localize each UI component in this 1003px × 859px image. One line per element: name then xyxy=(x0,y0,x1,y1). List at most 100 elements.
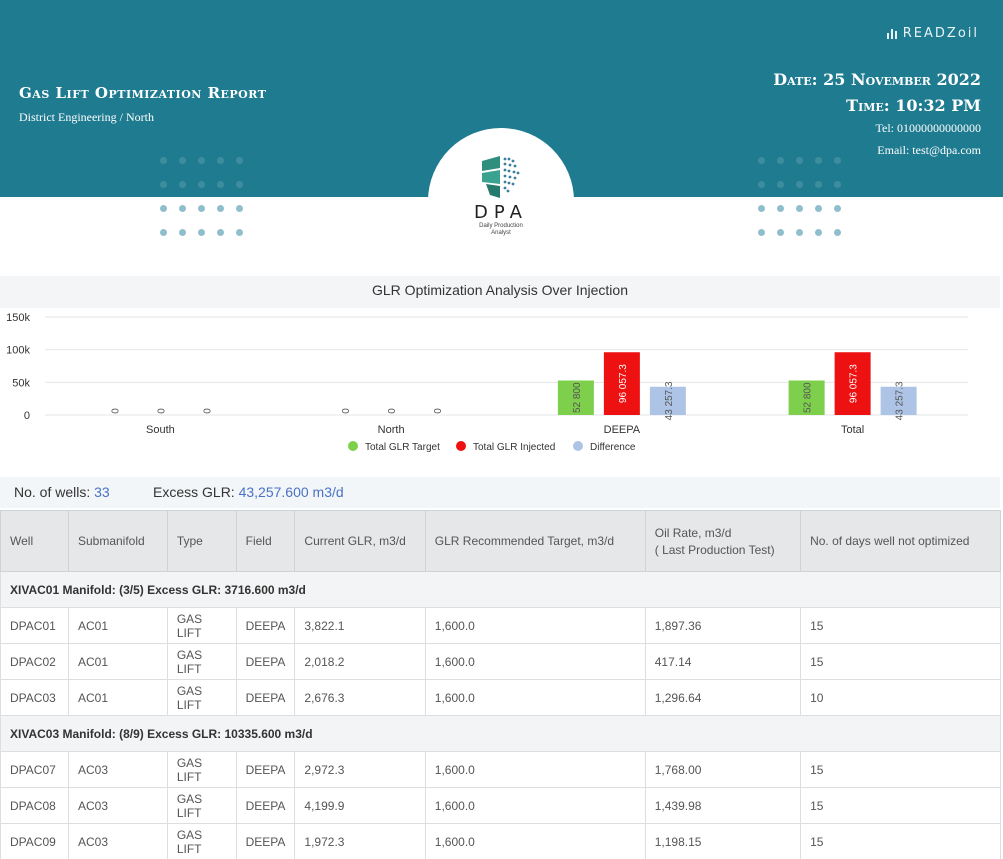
bar-data-label: 96 057.3 xyxy=(618,364,629,403)
bar-data-label: 96 057.3 xyxy=(849,364,860,403)
legend-marker xyxy=(456,441,466,451)
bar-data-label: 0 xyxy=(341,408,352,414)
cell-submanifold: AC01 xyxy=(67,643,168,680)
cell-type: GAS LIFT xyxy=(166,787,237,824)
table-row: DPAC09 AC03 GAS LIFT DEEPA 1,972.3 1,600… xyxy=(0,823,1001,859)
bar xyxy=(603,352,640,415)
cell-current-glr: 2,018.2 xyxy=(294,643,426,680)
cell-oil-rate: 1,198.15 xyxy=(644,823,802,859)
table-row: DPAC03 AC01 GAS LIFT DEEPA 2,676.3 1,600… xyxy=(0,679,1001,716)
col-oil-rate-line1: Oil Rate, m3/d xyxy=(654,525,732,540)
cell-type: GAS LIFT xyxy=(166,751,237,788)
summary-bar: No. of wells: 33 Excess GLR: 43,257.600 … xyxy=(0,477,1000,508)
col-well: Well xyxy=(0,510,69,572)
cell-submanifold: AC01 xyxy=(67,607,168,644)
cell-current-glr: 2,972.3 xyxy=(294,751,426,788)
cell-submanifold: AC03 xyxy=(67,823,168,859)
brand-logo: READZoil xyxy=(886,26,979,41)
col-oil-rate-line2: ( Last Production Test) xyxy=(654,542,775,557)
bar xyxy=(788,380,825,415)
bar-data-label: 0 xyxy=(202,408,213,414)
table-row: DPAC07 AC03 GAS LIFT DEEPA 2,972.3 1,600… xyxy=(0,751,1001,788)
x-tick-label: Total xyxy=(841,424,864,436)
col-submanifold: Submanifold xyxy=(67,510,168,572)
table-row: DPAC01 AC01 GAS LIFT DEEPA 3,822.1 1,600… xyxy=(0,607,1001,644)
cell-oil-rate: 1,897.36 xyxy=(644,607,802,644)
cell-well: DPAC01 xyxy=(0,607,69,644)
brand-name: READZoil xyxy=(902,26,979,41)
bar xyxy=(880,386,917,415)
cell-oil-rate: 1,296.64 xyxy=(644,679,802,716)
cell-well: DPAC09 xyxy=(0,823,69,859)
glr-bar-chart: 0 50k 100k 150k 0 0 0 South 0 0 0 North 52 800 96 057… xyxy=(6,312,968,453)
x-tick-label: North xyxy=(378,424,405,436)
cell-field: DEEPA xyxy=(235,607,296,644)
cell-field: DEEPA xyxy=(235,823,296,859)
wells-count-value: 33 xyxy=(94,484,110,500)
bar-data-label: 52 800 xyxy=(803,382,814,413)
excess-glr-value: 43,257.600 m3/d xyxy=(238,484,344,500)
cell-current-glr: 4,199.9 xyxy=(294,787,426,824)
cell-well: DPAC02 xyxy=(0,643,69,680)
report-time: Time: 10:32 PM xyxy=(846,96,981,115)
table-row: DPAC08 AC03 GAS LIFT DEEPA 4,199.9 1,600… xyxy=(0,787,1001,824)
y-tick-label: 0 xyxy=(24,410,30,422)
cell-type: GAS LIFT xyxy=(166,643,237,680)
excess-glr-label: Excess GLR: xyxy=(153,484,235,500)
manifold-group-title: XIVAC03 Manifold: (8/9) Excess GLR: 1033… xyxy=(0,715,1001,752)
cell-days: 15 xyxy=(800,643,1001,680)
cell-current-glr: 3,822.1 xyxy=(294,607,426,644)
legend-label: Total GLR Target xyxy=(365,442,440,453)
cell-well: DPAC07 xyxy=(0,751,69,788)
cell-days: 10 xyxy=(800,679,1001,716)
legend-marker xyxy=(573,441,583,451)
cell-glr-target: 1,600.0 xyxy=(424,787,646,824)
col-oil-rate: Oil Rate, m3/d ( Last Production Test) xyxy=(644,510,802,572)
y-tick-label: 100k xyxy=(6,345,30,357)
bar-data-label: 0 xyxy=(433,408,444,414)
bar-data-label: 52 800 xyxy=(572,382,583,413)
decorative-dots-right xyxy=(758,157,842,236)
cell-days: 15 xyxy=(800,751,1001,788)
bar xyxy=(649,386,686,415)
cell-type: GAS LIFT xyxy=(166,823,237,859)
logo-tagline: Daily Production Analyst xyxy=(455,223,547,237)
cell-glr-target: 1,600.0 xyxy=(424,823,646,859)
logo-name: DPA xyxy=(474,202,528,223)
cell-glr-target: 1,600.0 xyxy=(424,607,646,644)
decorative-dots-left xyxy=(160,157,244,236)
cell-oil-rate: 417.14 xyxy=(644,643,802,680)
excess-glr: Excess GLR: 43,257.600 m3/d xyxy=(153,484,344,500)
logo-tagline-line1: Daily Production xyxy=(479,223,523,229)
cell-glr-target: 1,600.0 xyxy=(424,679,646,716)
y-tick-label: 150k xyxy=(6,312,30,324)
legend-label: Difference xyxy=(590,442,636,453)
cell-submanifold: AC03 xyxy=(67,751,168,788)
contact-tel: Tel: 01000000000000 xyxy=(875,121,982,135)
cell-type: GAS LIFT xyxy=(166,607,237,644)
cell-oil-rate: 1,439.98 xyxy=(644,787,802,824)
cell-current-glr: 2,676.3 xyxy=(294,679,426,716)
cell-days: 15 xyxy=(800,823,1001,859)
wells-table: Well Submanifold Type Field Current GLR,… xyxy=(0,510,1001,859)
bar-data-label: 0 xyxy=(110,408,121,414)
wells-count-label: No. of wells: xyxy=(14,484,91,500)
cell-oil-rate: 1,768.00 xyxy=(644,751,802,788)
cell-days: 15 xyxy=(800,787,1001,824)
cell-glr-target: 1,600.0 xyxy=(424,643,646,680)
manifold-group-row: XIVAC03 Manifold: (8/9) Excess GLR: 1033… xyxy=(0,715,1001,752)
col-type: Type xyxy=(166,510,237,572)
report-date: Date: 25 November 2022 xyxy=(773,70,981,89)
bar-data-label: 43 257.3 xyxy=(664,381,675,420)
col-current-glr: Current GLR, m3/d xyxy=(294,510,426,572)
x-tick-label: DEEPA xyxy=(604,424,641,436)
bar-data-label: 0 xyxy=(156,408,167,414)
legend-label: Total GLR Injected xyxy=(473,442,555,453)
x-tick-label: South xyxy=(146,424,175,436)
bar xyxy=(557,380,594,415)
chart-title-bar xyxy=(0,276,1000,308)
cell-field: DEEPA xyxy=(235,679,296,716)
manifold-group-title: XIVAC01 Manifold: (3/5) Excess GLR: 3716… xyxy=(0,571,1001,608)
bar-data-label: 0 xyxy=(387,408,398,414)
logo-badge xyxy=(428,128,574,274)
